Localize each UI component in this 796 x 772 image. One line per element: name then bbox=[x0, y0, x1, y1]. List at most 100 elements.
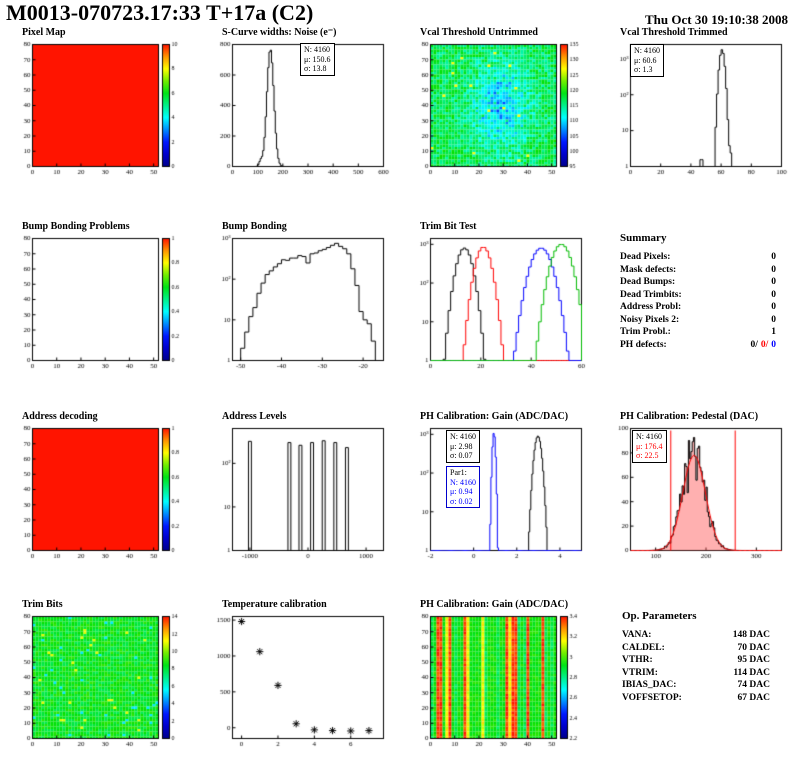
op-param-value: 67 DAC bbox=[737, 692, 770, 703]
op-param-label: VTHR: bbox=[622, 655, 653, 665]
stats-entries: N: 4160 bbox=[450, 477, 476, 487]
chart-title: Address decoding bbox=[22, 411, 98, 422]
panel-vcal-untrimmed: Vcal Threshold Untrimmed bbox=[402, 26, 594, 201]
op-param-value: 74 DAC bbox=[737, 680, 770, 690]
summary-label: PH defects: bbox=[620, 339, 667, 350]
stats-sigma: σ: 0.02 bbox=[450, 496, 473, 506]
timestamp: Thu Oct 30 19:10:38 2008 bbox=[645, 12, 788, 27]
summary-row: Mask defects: 0 bbox=[620, 264, 776, 277]
stats-box: N: 4160 μ: 2.98 σ: 0.07 bbox=[446, 430, 480, 463]
panel-ph-pedestal: PH Calibration: Pedestal (DAC) N: 4160 μ… bbox=[602, 410, 794, 585]
stats-entries: N: 4160 bbox=[450, 432, 476, 441]
stats-mean: μ: 150.6 bbox=[304, 54, 331, 64]
panel-address-levels: Address Levels bbox=[204, 410, 396, 585]
bump-bonding-problems-chart bbox=[6, 233, 192, 373]
summary-label: Trim Probl.: bbox=[620, 327, 671, 337]
chart-title: Vcal Threshold Untrimmed bbox=[420, 27, 538, 38]
summary-row: Trim Probl.: 1 bbox=[620, 326, 776, 339]
ph-defect-gain: 0/ bbox=[760, 339, 769, 350]
summary-value: 0 bbox=[771, 264, 776, 275]
op-param-row: VTRIM: 114 DAC bbox=[622, 667, 770, 680]
op-param-row: IBIAS_DAC: 74 DAC bbox=[622, 679, 770, 692]
summary-label: Dead Bumps: bbox=[620, 277, 676, 287]
stats-box: N: 4160 μ: 150.6 σ: 13.8 bbox=[300, 43, 335, 76]
panel-ph-gain: PH Calibration: Gain (ADC/DAC) N: 4160 μ… bbox=[402, 410, 594, 585]
op-param-row: VANA: 148 DAC bbox=[622, 629, 770, 642]
chart-title: PH Calibration: Gain (ADC/DAC) bbox=[420, 411, 569, 422]
stats-entries: N: 4160 bbox=[634, 46, 660, 55]
temperature-calibration-chart bbox=[206, 611, 392, 751]
stats-mean: μ: 2.98 bbox=[450, 441, 473, 451]
panel-vcal-trimmed: Vcal Threshold Trimmed N: 4160 μ: 60.6 σ… bbox=[602, 26, 794, 201]
op-param-row: CALDEL: 70 DAC bbox=[622, 642, 770, 655]
ph-defect-adc: 0/ bbox=[750, 339, 758, 350]
op-param-label: VANA: bbox=[622, 630, 652, 640]
chart-title: Trim Bits bbox=[22, 599, 63, 610]
ph-defects-values: 0/0/0 bbox=[747, 339, 776, 352]
summary-value: 1 bbox=[771, 327, 776, 337]
chart-title: Vcal Threshold Trimmed bbox=[620, 27, 728, 38]
summary-value: 0 bbox=[771, 252, 776, 262]
summary-label: Dead Trimbits: bbox=[620, 289, 682, 300]
summary-row: Address Probl: 0 bbox=[620, 301, 776, 314]
chart-title: Temperature calibration bbox=[222, 599, 327, 610]
op-parameters-title: Op. Parameters bbox=[622, 610, 697, 622]
op-param-value: 114 DAC bbox=[733, 667, 770, 678]
panel-trim-bit-test: Trim Bit Test bbox=[402, 220, 594, 395]
chart-title: Trim Bit Test bbox=[420, 221, 477, 232]
panel-bump-bonding: Bump Bonding bbox=[204, 220, 396, 395]
stats-sigma: σ: 13.8 bbox=[304, 64, 327, 73]
summary-value: 0 bbox=[771, 277, 776, 287]
op-param-value: 148 DAC bbox=[732, 630, 770, 640]
scurve-noise-chart bbox=[206, 39, 392, 179]
stats-mean: μ: 60.6 bbox=[634, 55, 657, 65]
chart-title: Address Levels bbox=[222, 411, 287, 422]
summary-label: Noisy Pixels 2: bbox=[620, 314, 680, 325]
stats-sigma: σ: 0.07 bbox=[450, 451, 473, 460]
op-param-value: 70 DAC bbox=[737, 642, 770, 653]
vcal-untrimmed-chart bbox=[404, 39, 590, 179]
op-parameters-panel: Op. Parameters VANA: 148 DAC CALDEL: 70 DA… bbox=[622, 610, 770, 704]
address-decoding-chart bbox=[6, 423, 192, 563]
op-param-label: VTRIM: bbox=[622, 667, 658, 678]
summary-label: Address Probl: bbox=[620, 302, 682, 312]
summary-row: Noisy Pixels 2: 0 bbox=[620, 314, 776, 327]
chart-title: Bump Bonding bbox=[222, 221, 287, 232]
stats-entries: N: 4160 bbox=[304, 45, 330, 54]
page-title: M0013-070723.17:33 T+17a (C2) bbox=[6, 0, 314, 25]
ph-defect-ped: 0 bbox=[771, 339, 776, 350]
summary-row-ph-defects: PH defects: 0/0/0 bbox=[620, 339, 776, 352]
summary-value: 0 bbox=[771, 302, 776, 312]
summary-title: Summary bbox=[620, 232, 667, 244]
stats-par1-title: Par1: bbox=[450, 468, 467, 477]
panel-scurve-noise: S-Curve widths: Noise (e⁻) N: 4160 μ: 15… bbox=[204, 26, 396, 201]
stats-box-par1: Par1: N: 4160 μ: 0.94 σ: 0.02 bbox=[446, 466, 480, 508]
stats-mean: μ: 0.94 bbox=[450, 487, 473, 496]
summary-label: Dead Pixels: bbox=[620, 252, 671, 262]
op-param-value: 95 DAC bbox=[737, 655, 770, 665]
summary-row: Dead Pixels: 0 bbox=[620, 251, 776, 264]
ph-gain-map-chart bbox=[404, 611, 590, 751]
stats-entries: N: 4160 bbox=[636, 432, 662, 441]
pixel-map-chart bbox=[6, 39, 192, 179]
panel-bump-bonding-problems: Bump Bonding Problems bbox=[4, 220, 196, 395]
op-param-label: CALDEL: bbox=[622, 642, 665, 653]
chart-title: PH Calibration: Pedestal (DAC) bbox=[620, 411, 759, 422]
chart-title: S-Curve widths: Noise (e⁻) bbox=[222, 27, 337, 38]
stats-sigma: σ: 22.5 bbox=[636, 451, 659, 460]
summary-row: Dead Trimbits: 0 bbox=[620, 289, 776, 302]
op-param-label: VOFFSETOP: bbox=[622, 692, 682, 703]
op-param-label: IBIAS_DAC: bbox=[622, 680, 677, 690]
summary-row: Dead Bumps: 0 bbox=[620, 276, 776, 289]
summary-panel: Summary Dead Pixels: 0 Mask defects: 0 Dea… bbox=[620, 232, 776, 351]
chart-title: Pixel Map bbox=[22, 27, 66, 38]
panel-pixel-map: Pixel Map bbox=[4, 26, 196, 201]
stats-box: N: 4160 μ: 60.6 σ: 1.3 bbox=[630, 44, 664, 77]
panel-ph-gain-map: PH Calibration: Gain (ADC/DAC) bbox=[402, 598, 594, 772]
panel-address-decoding: Address decoding bbox=[4, 410, 196, 585]
stats-sigma: σ: 1.3 bbox=[634, 65, 653, 74]
ph-gain-chart bbox=[404, 423, 590, 563]
chart-title: PH Calibration: Gain (ADC/DAC) bbox=[420, 599, 569, 610]
chart-title: Bump Bonding Problems bbox=[22, 221, 130, 232]
